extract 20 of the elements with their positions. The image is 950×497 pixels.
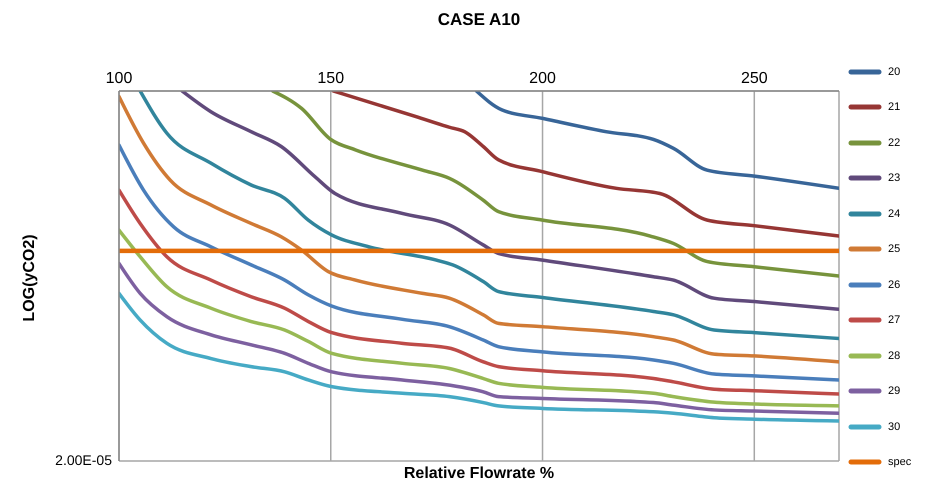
- legend-label: 29: [888, 385, 900, 398]
- x-tick-label: 200: [529, 70, 556, 87]
- legend-label: 30: [888, 420, 900, 433]
- legend-label: 20: [888, 66, 900, 78]
- legend-label: 25: [888, 243, 900, 256]
- legend-label: 24: [888, 208, 900, 220]
- legend-label: 22: [888, 136, 900, 149]
- legend-label: 23: [888, 172, 900, 184]
- legend-label: 26: [888, 278, 900, 291]
- legend-label: 21: [888, 101, 900, 114]
- legend-label: 28: [888, 350, 900, 362]
- chart-title: CASE A10: [436, 10, 522, 30]
- legend-label: spec: [888, 456, 912, 468]
- legend-label: 27: [888, 314, 900, 326]
- text: 2.00E-05: [55, 452, 112, 468]
- y-axis-title: LOG(yCO2): [21, 234, 39, 322]
- x-tick-label: 100: [106, 70, 132, 87]
- x-tick-label: 150: [317, 70, 344, 87]
- x-tick-label: 250: [740, 70, 768, 87]
- x-axis-title: Relative Flowrate %: [402, 465, 556, 483]
